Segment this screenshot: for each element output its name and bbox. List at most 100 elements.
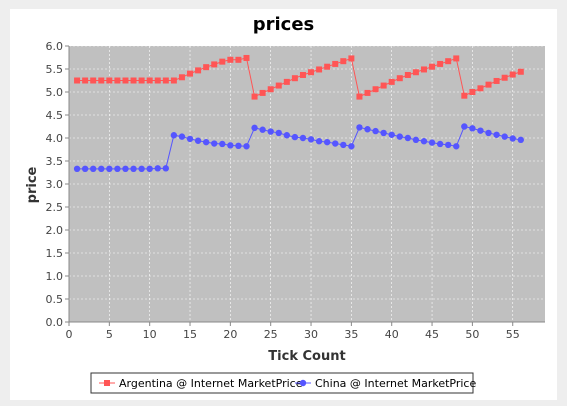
data-point xyxy=(114,165,121,173)
data-point xyxy=(396,133,403,140)
data-point xyxy=(444,141,452,149)
data-point xyxy=(138,77,145,84)
data-point xyxy=(364,89,371,96)
data-point xyxy=(219,140,226,148)
y-tick-label: 2.5 xyxy=(46,201,64,214)
data-point xyxy=(356,124,363,131)
legend: Argentina @ Internet MarketPrice China @ … xyxy=(90,372,476,394)
data-point xyxy=(106,165,113,173)
data-point xyxy=(308,69,315,76)
data-point xyxy=(493,131,500,138)
x-tick-label: 20 xyxy=(223,328,237,341)
x-tick-label: 45 xyxy=(425,328,439,341)
data-point xyxy=(501,74,508,81)
x-tick-label: 50 xyxy=(465,328,479,341)
data-point xyxy=(170,132,178,139)
data-point xyxy=(315,138,323,145)
data-point xyxy=(275,82,282,89)
data-point xyxy=(372,86,379,93)
data-point xyxy=(162,165,170,172)
data-point xyxy=(388,78,395,85)
data-point xyxy=(243,54,250,61)
data-point xyxy=(267,128,274,135)
data-point xyxy=(428,139,436,146)
data-point xyxy=(412,136,420,144)
data-point xyxy=(122,165,129,173)
data-point xyxy=(122,77,129,84)
data-point xyxy=(235,56,242,63)
data-point xyxy=(453,143,460,150)
data-point xyxy=(380,129,387,137)
data-point xyxy=(404,134,412,142)
data-point xyxy=(146,165,153,173)
data-point xyxy=(170,77,177,84)
data-point xyxy=(429,63,436,70)
y-tick-label: 1.5 xyxy=(46,247,64,260)
data-point xyxy=(138,165,145,173)
data-point xyxy=(340,58,347,65)
data-point xyxy=(517,136,524,144)
y-tick-label: 5.5 xyxy=(46,63,64,76)
x-tick-label: 5 xyxy=(106,328,113,341)
y-axis-title: price xyxy=(25,166,40,203)
data-point xyxy=(332,60,339,67)
data-point xyxy=(283,132,291,139)
data-point xyxy=(348,143,355,150)
data-point xyxy=(420,138,428,145)
data-point xyxy=(299,71,306,78)
data-point xyxy=(509,135,516,142)
data-point xyxy=(396,75,403,82)
data-point xyxy=(211,61,218,68)
y-tick-label: 4.5 xyxy=(46,109,64,122)
data-point xyxy=(493,77,500,84)
y-tick-label: 3.5 xyxy=(46,155,64,168)
data-point xyxy=(203,64,210,71)
data-point xyxy=(356,93,363,100)
data-point xyxy=(130,77,137,84)
y-tick-label: 2.0 xyxy=(46,224,64,237)
data-point xyxy=(323,138,331,146)
price-chart: prices 0.0 0.5 1.0 1.5 2.0 2.5 3.0 3.5 4.0 4.5 5.0… xyxy=(25,14,545,394)
data-point xyxy=(299,134,307,142)
data-point xyxy=(243,143,250,150)
data-point xyxy=(517,68,524,75)
data-point xyxy=(412,69,419,76)
data-point xyxy=(154,77,161,84)
data-point xyxy=(436,140,444,148)
data-point xyxy=(81,165,89,173)
data-point xyxy=(477,127,484,134)
data-point xyxy=(291,75,298,82)
data-point xyxy=(90,77,97,84)
data-point xyxy=(380,82,387,89)
data-point xyxy=(307,136,315,143)
data-point xyxy=(324,63,331,70)
data-point xyxy=(332,140,339,147)
legend-box xyxy=(90,372,474,394)
y-tick-label: 1.0 xyxy=(46,270,64,283)
data-point xyxy=(259,89,266,96)
data-point xyxy=(485,81,492,88)
data-point xyxy=(316,66,323,73)
data-point xyxy=(162,77,169,84)
data-point xyxy=(291,133,299,141)
data-point xyxy=(364,126,371,133)
data-point xyxy=(98,165,105,173)
data-point xyxy=(114,77,121,84)
data-point xyxy=(477,85,484,92)
y-tick-label: 0.5 xyxy=(46,293,64,306)
x-axis-title: Tick Count xyxy=(268,349,345,364)
data-point xyxy=(348,55,355,62)
data-point xyxy=(259,126,266,133)
x-tick-label: 30 xyxy=(304,328,318,341)
data-point xyxy=(485,129,492,137)
data-point xyxy=(445,58,452,65)
data-point xyxy=(227,56,234,63)
data-point xyxy=(187,70,194,77)
data-point xyxy=(195,67,202,74)
data-point xyxy=(219,58,226,65)
data-point xyxy=(469,89,476,95)
y-tick-label: 5.0 xyxy=(46,86,64,99)
data-point xyxy=(73,165,81,173)
data-point xyxy=(420,66,427,73)
data-point xyxy=(178,133,186,140)
